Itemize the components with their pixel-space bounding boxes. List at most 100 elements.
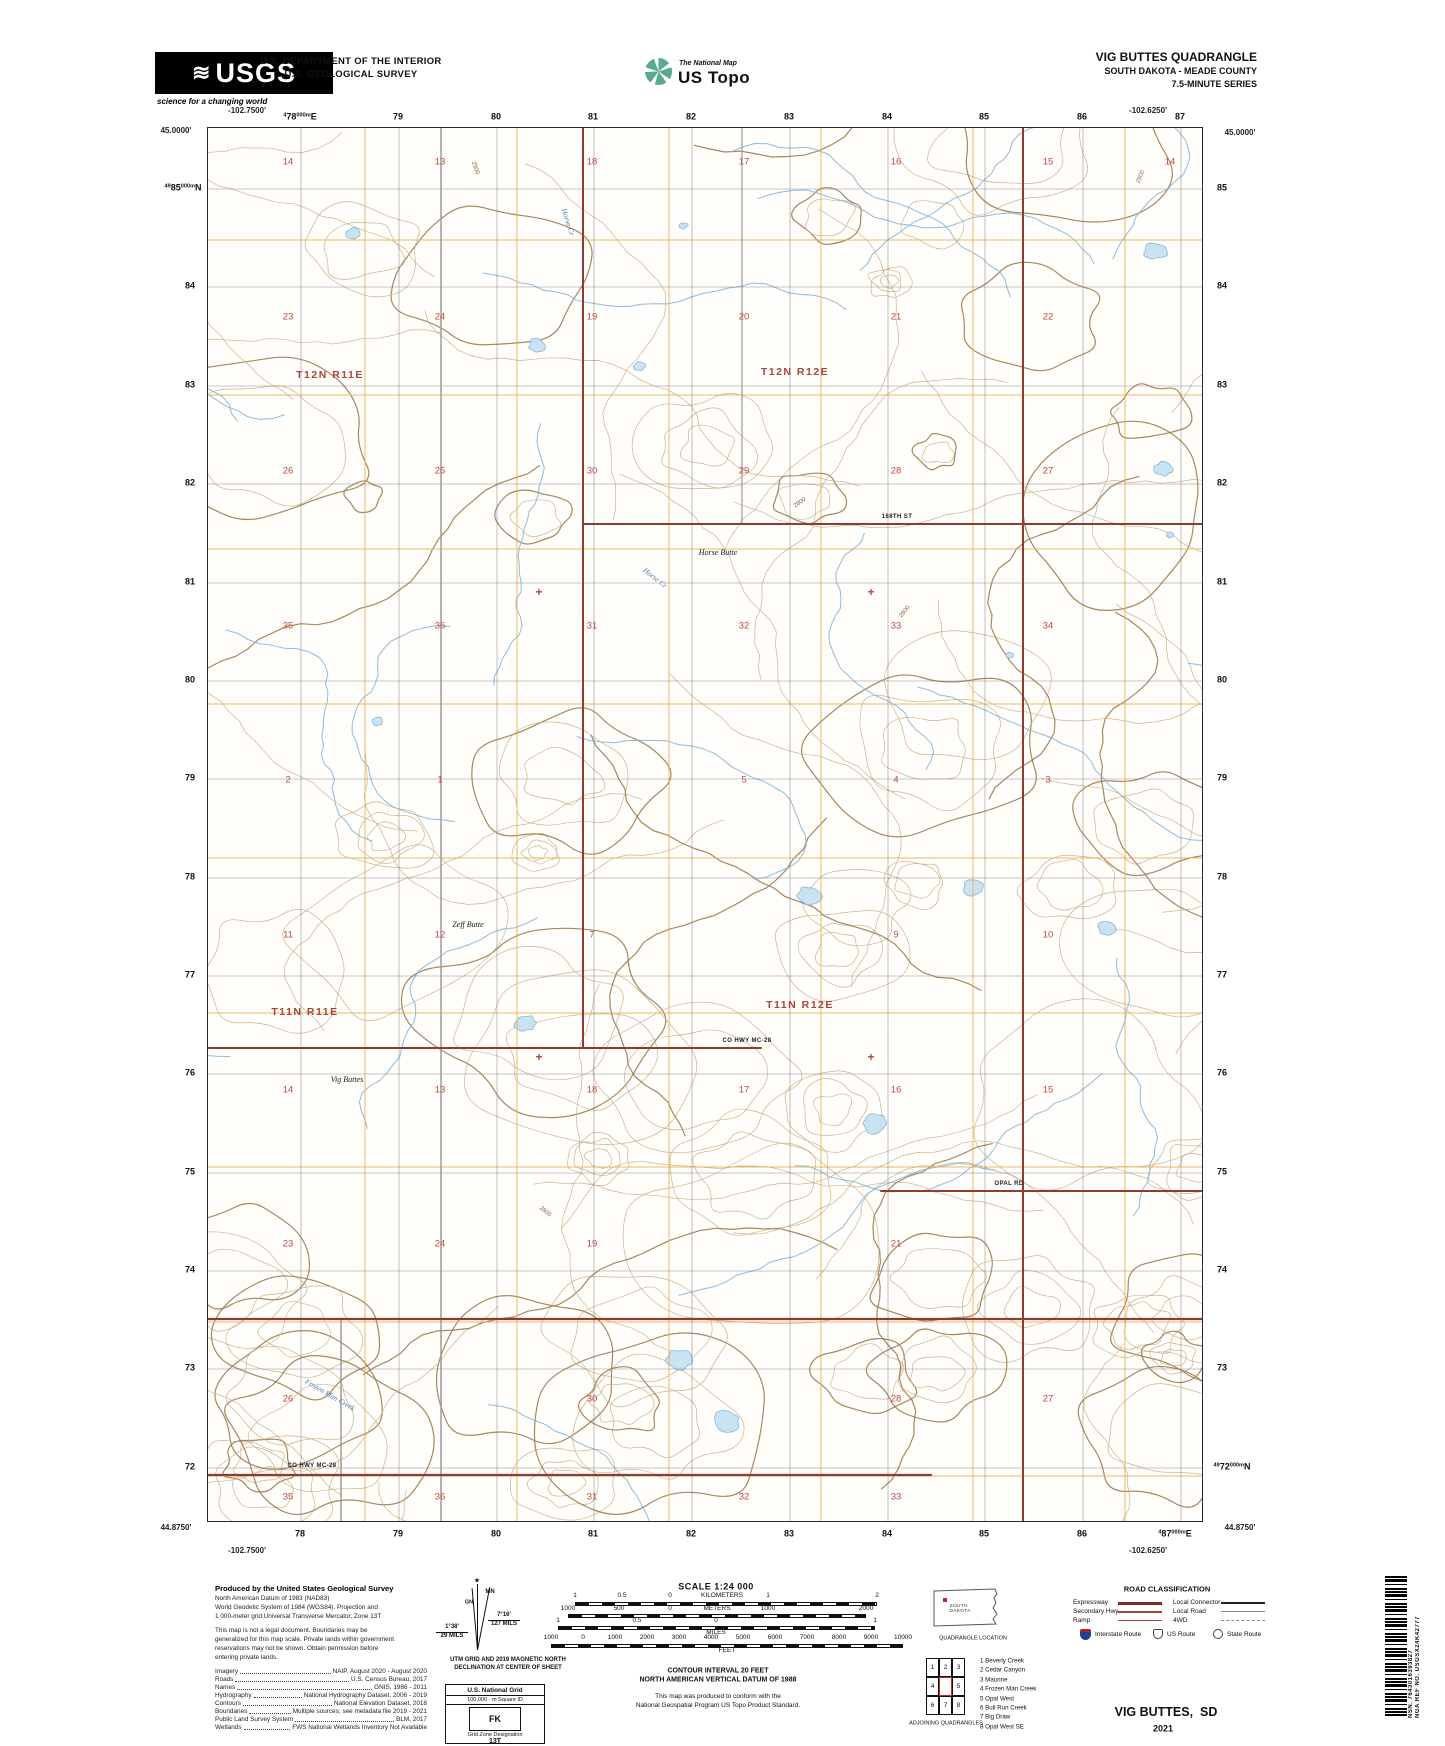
corner-coordinate: -102.7500' xyxy=(228,1546,266,1555)
scale-bar xyxy=(551,1644,903,1648)
section-number: 28 xyxy=(890,465,902,477)
scale-tick-label: 2000 xyxy=(639,1633,655,1641)
section-number: 1 xyxy=(437,774,443,786)
corner-coordinate: 45.0000' xyxy=(160,126,192,135)
source-value: NAIP, August 2020 - August 2020 xyxy=(332,1668,427,1675)
route-type-label: US Route xyxy=(1167,1630,1196,1638)
source-value: U.S. Census Bureau, 2017 xyxy=(350,1676,427,1683)
grid-label-right: 73 xyxy=(1216,1362,1228,1373)
adjoining-quad-name: 5 Opal West xyxy=(980,1695,1014,1703)
scale-tick-label: 10000 xyxy=(893,1633,913,1641)
grid-label-right: 79 xyxy=(1216,772,1228,783)
corner-coordinate: 45.0000' xyxy=(1224,128,1256,137)
section-number: 31 xyxy=(586,620,598,632)
section-number: 23 xyxy=(282,311,294,323)
source-label: Hydrography xyxy=(215,1692,252,1699)
township-label: T12N R12E xyxy=(760,365,830,378)
grid-label-left: 73 xyxy=(184,1362,196,1373)
data-source-row: Names GNIS, 1986 - 2011 xyxy=(215,1684,427,1691)
us-topo-logo: US Topo xyxy=(678,68,751,87)
scale-tick-label: 3000 xyxy=(671,1633,687,1641)
grid-label-bottom: 78 xyxy=(294,1528,306,1539)
grid-label-bottom: 83 xyxy=(783,1528,795,1539)
usgs-acronym: USGS xyxy=(215,57,296,88)
section-number: 14 xyxy=(1164,156,1176,168)
source-label: Wetlands xyxy=(215,1724,242,1731)
section-number: 11 xyxy=(283,929,293,941)
section-number: 27 xyxy=(1042,465,1054,477)
legal-line: generalized for this map scale. Private … xyxy=(215,1636,395,1643)
leader-dots xyxy=(249,1713,291,1714)
leader-dots xyxy=(253,1697,302,1698)
scale-tick-label: 2000 xyxy=(858,1604,874,1612)
quadrangle-title: VIG BUTTES QUADRANGLE xyxy=(1095,50,1257,64)
adjoining-quad-name: 8 Opal West SE xyxy=(980,1723,1024,1731)
state-name: SOUTH DAKOTA xyxy=(949,1603,971,1614)
grid-label-bottom: 85 xyxy=(978,1528,990,1539)
road-name: OPAL RD xyxy=(994,1181,1024,1187)
grid-label-top: 82 xyxy=(685,111,697,122)
section-number: 17 xyxy=(738,1084,750,1096)
section-number: 10 xyxy=(1042,929,1054,941)
grid-label-left: 4985000mN xyxy=(164,182,202,193)
grid-label-left: 76 xyxy=(184,1067,196,1078)
section-number: 32 xyxy=(738,1491,750,1503)
grid-label-left: 75 xyxy=(184,1166,196,1177)
adjoining-cell: 8 xyxy=(952,1696,965,1715)
road-class-sample xyxy=(1118,1602,1162,1605)
grid-label-right: 84 xyxy=(1216,280,1228,291)
grid-label-left: 82 xyxy=(184,477,196,488)
scale-tick-label: 6000 xyxy=(767,1633,783,1641)
road-class-sample xyxy=(1221,1602,1265,1604)
scale-unit-label: FEET xyxy=(718,1646,736,1654)
usng-subtitle: 100,000 - m Square ID xyxy=(446,1695,544,1705)
scale-bar xyxy=(575,1602,877,1606)
geological-survey-line: U.S. GEOLOGICAL SURVEY xyxy=(284,69,418,80)
grid-label-left: 81 xyxy=(184,576,196,587)
data-source-row: Imagery NAIP, August 2020 - August 2020 xyxy=(215,1668,427,1675)
scale-tick-label: 1000 xyxy=(607,1633,623,1641)
section-number: 5 xyxy=(741,774,747,786)
corner-coordinate: -102.7500' xyxy=(228,106,266,115)
scale-tick-label: 1 xyxy=(873,1616,877,1624)
contour-interval-note: CONTOUR INTERVAL 20 FEET xyxy=(667,1667,769,1675)
section-number: 16 xyxy=(890,156,902,168)
adjoining-cell: 2 xyxy=(939,1658,952,1677)
vertical-datum-note: NORTH AMERICAN VERTICAL DATUM OF 1988 xyxy=(639,1676,797,1684)
scale-tick-label: 1 xyxy=(573,1591,577,1599)
source-label: Imagery xyxy=(215,1668,239,1675)
section-number: 3 xyxy=(1045,774,1051,786)
place-name: Vig Buttes xyxy=(330,1075,364,1084)
adjoining-quad-name: 1 Beverly Creek xyxy=(980,1657,1025,1665)
us-route-shield-icon xyxy=(1153,1629,1163,1639)
section-number: 33 xyxy=(890,1491,902,1503)
section-number: 29 xyxy=(738,465,750,477)
road-name: CO HWY MC-28 xyxy=(287,1463,337,1469)
scale-bar xyxy=(558,1626,875,1630)
adjoining-quad-name: 4 Frozen Man Creek xyxy=(980,1685,1037,1693)
barcode xyxy=(1385,1576,1407,1716)
magnetic-north-label: MN xyxy=(485,1589,495,1595)
mn-rule xyxy=(488,1620,520,1621)
road-class-label: Local Connector xyxy=(1173,1598,1221,1606)
source-value: National Hydrography Dataset, 2006 - 201… xyxy=(303,1692,427,1699)
usng-zone: 13T xyxy=(488,1738,502,1745)
mn-mils: 127 MILS xyxy=(490,1621,518,1627)
grid-label-left: 83 xyxy=(184,379,196,390)
declination-caption-2: DECLINATION AT CENTER OF SHEET xyxy=(454,1665,562,1671)
grid-label-right: 78 xyxy=(1216,871,1228,882)
graticule-cross: + xyxy=(535,585,543,599)
grid-label-right: 83 xyxy=(1216,379,1228,390)
grid-label-bottom: 84 xyxy=(881,1528,893,1539)
scale-tick-label: METERS xyxy=(703,1604,731,1612)
township-label: T11N R12E xyxy=(766,998,834,1011)
section-number: 33 xyxy=(890,620,902,632)
road-class-label: Ramp xyxy=(1073,1616,1091,1624)
topographic-terrain xyxy=(208,128,1202,1521)
grid-label-top: 85 xyxy=(978,111,990,122)
source-label: Roads xyxy=(215,1676,234,1683)
route-type-label: Interstate Route xyxy=(1095,1630,1142,1638)
section-number: 22 xyxy=(1042,311,1054,323)
section-number: 19 xyxy=(586,1238,598,1250)
grid-label-left: 79 xyxy=(184,772,196,783)
